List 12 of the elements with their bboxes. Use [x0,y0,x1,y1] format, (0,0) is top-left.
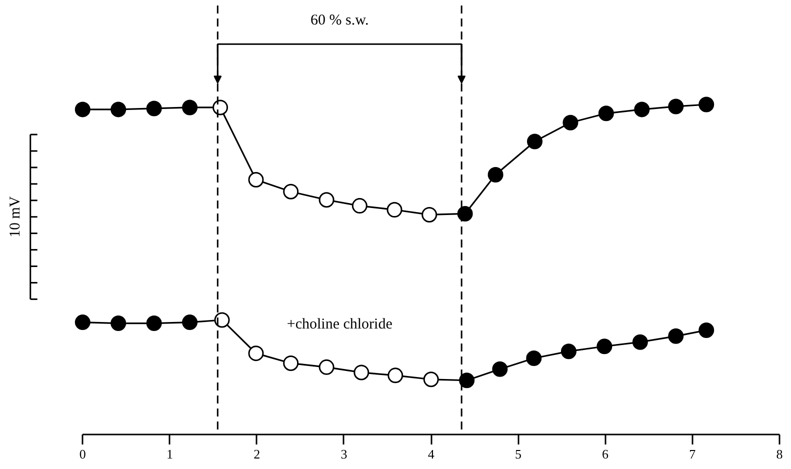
y-axis-title: 10 mV [7,196,24,238]
x-tick-label: 0 [79,446,86,462]
text: 60 % s.w. [310,12,369,28]
x-tick-label: 5 [514,446,522,462]
x-tick-label: 6 [602,446,610,462]
x-tick-label: 8 [776,446,783,462]
x-tick-label: 4 [428,446,435,462]
x-tick-label: 2 [254,446,260,462]
x-tick-label: 7 [689,446,696,462]
x-tick-label: 3 [340,446,348,462]
annotation: +choline chloride [286,316,393,332]
x-tick-label: 1 [166,446,174,462]
